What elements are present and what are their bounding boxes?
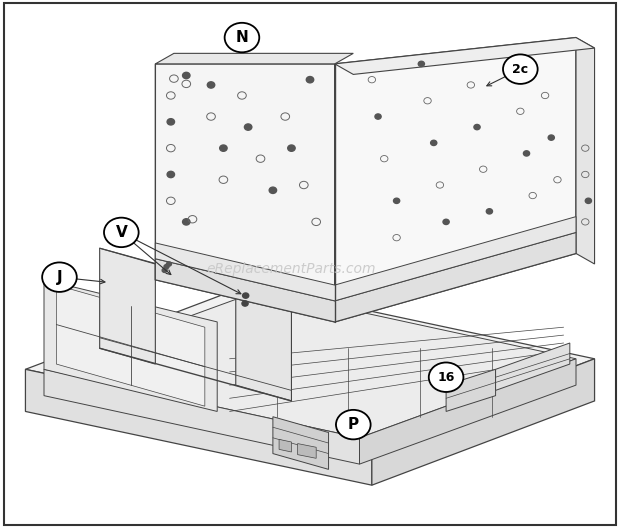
Circle shape xyxy=(219,145,227,152)
Polygon shape xyxy=(44,280,217,411)
Polygon shape xyxy=(495,343,570,390)
Polygon shape xyxy=(156,53,353,64)
Polygon shape xyxy=(25,285,595,443)
Circle shape xyxy=(162,268,167,272)
Polygon shape xyxy=(156,232,576,322)
Circle shape xyxy=(306,77,314,83)
Polygon shape xyxy=(56,285,205,406)
Circle shape xyxy=(104,218,139,247)
Circle shape xyxy=(523,151,529,156)
Circle shape xyxy=(486,209,492,214)
Circle shape xyxy=(585,198,591,203)
Circle shape xyxy=(336,410,371,439)
Text: N: N xyxy=(236,30,249,45)
Circle shape xyxy=(242,293,249,298)
Circle shape xyxy=(431,140,437,146)
Polygon shape xyxy=(44,290,576,438)
Circle shape xyxy=(418,61,425,67)
Polygon shape xyxy=(576,37,595,264)
Polygon shape xyxy=(156,216,576,301)
Circle shape xyxy=(443,219,449,224)
Circle shape xyxy=(164,265,169,269)
Circle shape xyxy=(167,262,172,266)
Text: eReplacementParts.com: eReplacementParts.com xyxy=(206,262,376,276)
Circle shape xyxy=(503,54,538,84)
Polygon shape xyxy=(298,444,316,458)
Polygon shape xyxy=(372,359,595,485)
Polygon shape xyxy=(335,37,595,74)
Circle shape xyxy=(182,72,190,79)
Polygon shape xyxy=(360,359,576,464)
Text: 16: 16 xyxy=(437,371,455,384)
Circle shape xyxy=(511,67,517,72)
Circle shape xyxy=(242,301,248,306)
Polygon shape xyxy=(279,439,291,452)
Circle shape xyxy=(474,125,480,130)
Circle shape xyxy=(548,135,554,140)
Circle shape xyxy=(288,145,295,152)
Polygon shape xyxy=(25,369,372,485)
Circle shape xyxy=(224,23,259,52)
Text: J: J xyxy=(56,270,62,285)
Circle shape xyxy=(429,363,463,392)
Circle shape xyxy=(182,219,190,225)
Text: P: P xyxy=(348,417,359,432)
Polygon shape xyxy=(446,369,495,411)
Polygon shape xyxy=(44,369,360,464)
Polygon shape xyxy=(156,64,335,322)
Circle shape xyxy=(269,187,277,193)
Circle shape xyxy=(394,198,400,203)
Polygon shape xyxy=(236,285,291,401)
Circle shape xyxy=(42,262,77,292)
Polygon shape xyxy=(273,417,329,469)
Polygon shape xyxy=(335,37,576,322)
Circle shape xyxy=(375,114,381,119)
Circle shape xyxy=(167,119,174,125)
Polygon shape xyxy=(100,248,156,364)
Circle shape xyxy=(244,124,252,130)
Circle shape xyxy=(167,171,174,177)
Text: V: V xyxy=(115,225,127,240)
Text: 2c: 2c xyxy=(512,63,528,76)
Circle shape xyxy=(207,82,215,88)
